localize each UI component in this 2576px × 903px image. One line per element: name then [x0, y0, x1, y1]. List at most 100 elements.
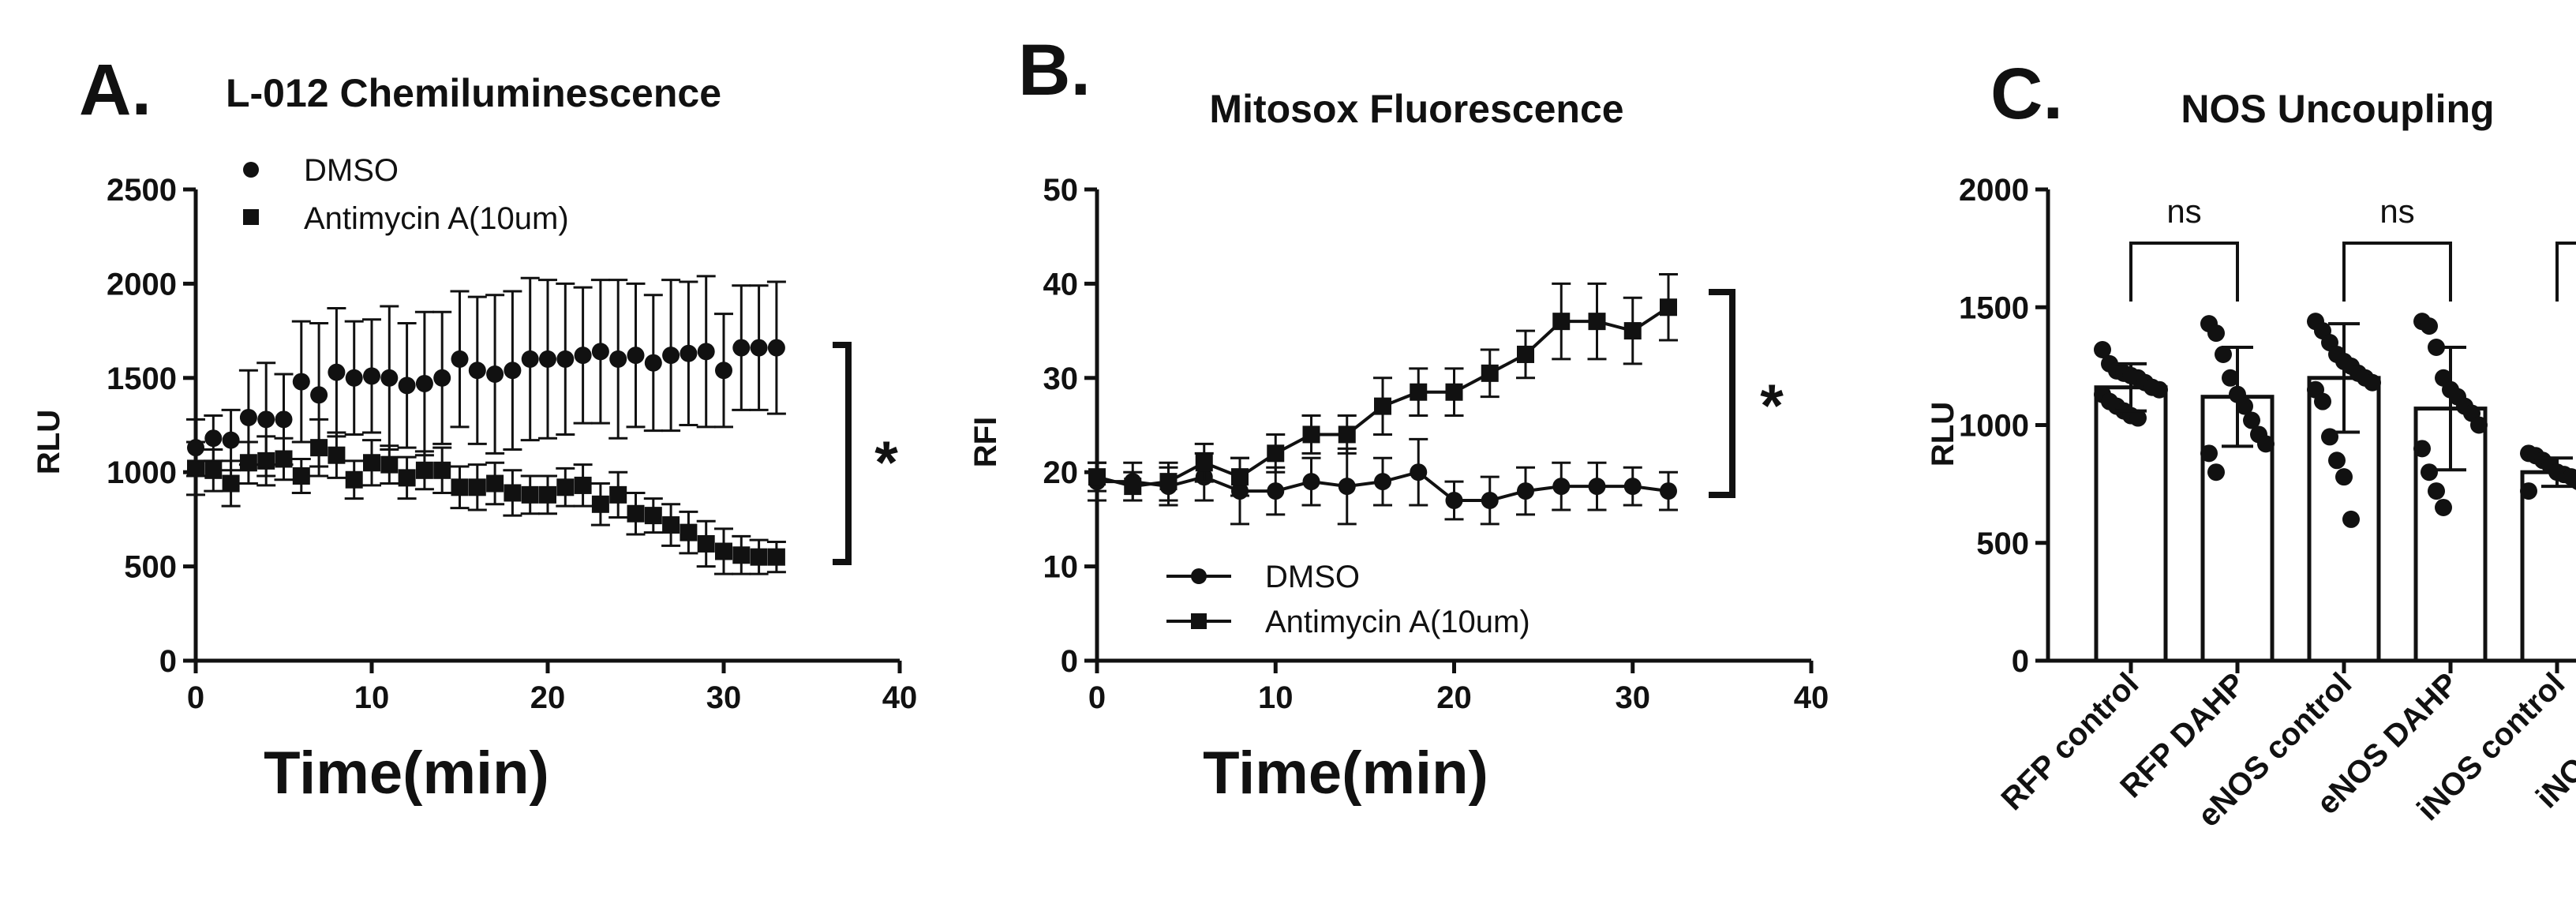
- panel-a-x-tick-label: 40: [882, 680, 918, 715]
- antimycin-data-point: [521, 485, 539, 504]
- antimycin-data-point: [486, 474, 504, 493]
- antimycin-data-point: [767, 548, 785, 566]
- panel-a-legend: DMSO Antimycin A(10um): [243, 153, 569, 236]
- bar-data-point: [2094, 340, 2111, 358]
- antimycin-data-point: [398, 469, 416, 487]
- dmso-data-point: [750, 339, 768, 357]
- antimycin-data-point: [204, 461, 223, 479]
- antimycin-data-point: [363, 454, 380, 472]
- antimycin-data-point: [1552, 313, 1571, 331]
- comparison-label: ns: [2166, 193, 2201, 230]
- antimycin-data-point: [1481, 364, 1499, 382]
- panel-a-significance-star: *: [874, 429, 898, 496]
- dmso-data-point: [1374, 473, 1391, 491]
- antimycin-data-point: [187, 459, 204, 478]
- antimycin-data-point: [468, 478, 486, 496]
- panel-c-y-tick-label: 0: [2012, 644, 2029, 679]
- panel-b-x-axis-label: Time(min): [1203, 740, 1488, 807]
- dmso-data-point: [398, 377, 416, 395]
- antimycin-data-point: [1410, 383, 1428, 401]
- panel-a-y-tick-label: 1500: [107, 362, 177, 396]
- dmso-data-point: [627, 347, 645, 365]
- antimycin-data-point: [539, 485, 556, 504]
- antimycin-data-point: [1088, 468, 1106, 486]
- bar-data-point: [2151, 380, 2168, 399]
- dmso-data-point: [504, 362, 522, 380]
- dmso-data-point: [1302, 473, 1320, 491]
- dmso-data-point: [1517, 482, 1534, 500]
- legend-antimycin-label: Antimycin A(10um): [304, 201, 569, 236]
- panel-b-plot: [1088, 272, 1678, 526]
- antimycin-data-point: [433, 461, 451, 479]
- bar-data-point: [2215, 345, 2232, 363]
- bar-data-point: [2207, 324, 2225, 343]
- antimycin-data-point: [627, 504, 645, 523]
- panel-a-y-tick-label: 1000: [107, 455, 177, 490]
- legend-b-antimycin-label: Antimycin A(10um): [1265, 605, 1530, 639]
- panel-b-y-tick-label: 0: [1061, 644, 1078, 679]
- bar-data-point: [2200, 444, 2218, 463]
- antimycin-data-point: [257, 452, 275, 470]
- legend-dmso-label: DMSO: [304, 153, 399, 188]
- dmso-data-point: [1267, 482, 1285, 500]
- panel-a-plot: [186, 275, 786, 575]
- panel-a-y-axis-label: RLU: [32, 410, 66, 474]
- dmso-data-point: [1445, 492, 1463, 510]
- antimycin-data-point: [715, 542, 732, 560]
- panel-b: B. Mitosox Fluorescence RFI Time(min) 0 1…: [968, 30, 1829, 807]
- comparison-label: ns: [2379, 193, 2414, 230]
- panel-b-y-tick-label: 40: [1043, 267, 1079, 302]
- dmso-data-point: [574, 347, 592, 365]
- panel-b-x-tick-label: 10: [1258, 680, 1294, 715]
- bar-data-point: [2435, 498, 2452, 516]
- antimycin-data-point: [556, 478, 575, 496]
- dmso-data-point: [609, 350, 627, 368]
- panel-b-axes: 0 10 20 30 40 50 0 10 20 30 40: [1043, 173, 1829, 715]
- panel-a-significance-bracket: [833, 342, 852, 565]
- antimycin-data-point: [292, 466, 310, 485]
- bar-data-point: [2222, 369, 2239, 387]
- comparison-bracket: [2342, 242, 2452, 302]
- panel-b-significance-bracket: [1709, 289, 1735, 498]
- panel-b-title: Mitosox Fluorescence: [1209, 87, 1623, 131]
- dmso-data-point: [257, 410, 275, 429]
- bar-data-point: [2314, 392, 2331, 410]
- dmso-data-point: [715, 362, 732, 380]
- panel-b-x-tick-label: 0: [1088, 680, 1106, 715]
- dmso-data-point: [1660, 482, 1677, 500]
- panel-c-letter: C.: [1990, 54, 2063, 134]
- bar-data-point: [2520, 482, 2537, 500]
- bar-data-point: [2421, 463, 2438, 481]
- dmso-data-point: [310, 386, 328, 404]
- antimycin-data-point: [504, 484, 522, 502]
- panel-b-y-tick-label: 20: [1043, 455, 1079, 490]
- antimycin-data-point: [644, 507, 662, 525]
- dmso-data-point: [328, 363, 346, 381]
- dmso-data-point: [767, 339, 785, 357]
- antimycin-data-point: [1195, 454, 1213, 472]
- dmso-data-point: [1481, 492, 1499, 510]
- antimycin-data-point: [1588, 313, 1606, 331]
- antimycin-data-point: [1302, 425, 1320, 444]
- panel-a-axes: 0 500 1000 1500 2000 2500 0 10 20 30 40: [107, 173, 917, 715]
- antimycin-data-point: [1623, 322, 1642, 340]
- antimycin-data-point: [697, 534, 715, 553]
- bar: [2094, 385, 2168, 663]
- panel-a-x-tick-label: 30: [706, 680, 742, 715]
- panel-c-plot: nsnsns: [2094, 193, 2576, 663]
- antimycin-data-point: [574, 476, 592, 494]
- panel-a-y-tick-label: 2500: [107, 173, 177, 208]
- bar-data-point: [2243, 411, 2260, 429]
- dmso-data-point: [1410, 463, 1428, 481]
- legend-dmso-marker: [243, 162, 259, 178]
- antimycin-data-point: [662, 516, 680, 534]
- dmso-data-point: [292, 373, 310, 391]
- legend-b-antimycin-marker: [1191, 613, 1207, 629]
- legend-b-dmso-marker: [1191, 568, 1207, 584]
- antimycin-data-point: [328, 446, 346, 464]
- dmso-data-point: [451, 350, 469, 368]
- panel-a-x-axis-label: Time(min): [264, 740, 549, 807]
- antimycin-data-point: [1445, 383, 1463, 401]
- panel-a-title: L-012 Chemiluminescence: [226, 71, 721, 115]
